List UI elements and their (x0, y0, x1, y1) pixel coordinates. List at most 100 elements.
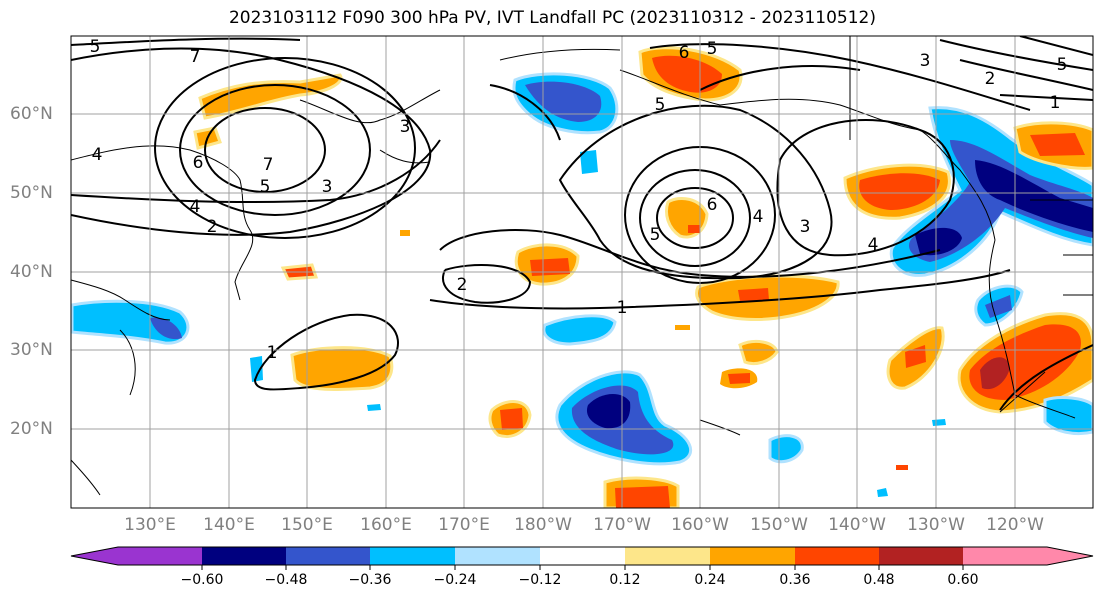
colorbar-tick-label: 0.48 (863, 572, 895, 588)
pv-positive-area (738, 288, 769, 301)
contour-label: 6 (707, 195, 718, 215)
contour-label: 4 (753, 207, 764, 227)
lon-label: 160°E (360, 515, 412, 535)
lon-label: 170°E (438, 515, 490, 535)
pv-positive-area (1030, 133, 1085, 156)
pv-positive-area (665, 197, 709, 239)
contour-label-group: 5 7 6 4 7 5 3 4 2 3 2 1 6 5 5 6 5 4 3 4 … (90, 37, 1068, 363)
contour-label: 5 (707, 39, 718, 59)
colorbar-tick-label: −0.36 (348, 572, 392, 588)
contour-label: 6 (679, 43, 690, 63)
colorbar-tick-label: 0.12 (609, 572, 641, 588)
pv-negative-area (367, 404, 381, 411)
pv-positive-area (675, 325, 690, 330)
contour-label: 5 (1057, 55, 1068, 75)
contour-label: 1 (267, 343, 278, 363)
colorbar-segment (202, 547, 287, 565)
colorbar-segment (795, 547, 880, 565)
lon-label: 150°W (750, 515, 808, 535)
pv-positive-area (980, 357, 1010, 390)
contour-label: 6 (193, 153, 204, 173)
pv-negative-area (975, 160, 1093, 232)
lat-label: 50°N (10, 183, 53, 203)
pv-negative-area (586, 394, 631, 429)
colorbar (70, 546, 1094, 570)
lon-label: 160°W (671, 515, 729, 535)
colorbar-extend-low (71, 547, 118, 565)
contour-label: 3 (920, 51, 931, 71)
colorbar-tick-label: 0.24 (694, 572, 726, 588)
colorbar-tick-label: −0.60 (180, 572, 224, 588)
colorbar-tick-label: 0.60 (947, 572, 979, 588)
pv-positive-area (500, 408, 523, 430)
colorbar-tick-label: −0.12 (518, 572, 562, 588)
gridlines (71, 36, 1093, 508)
lat-label: 20°N (10, 419, 53, 439)
pv-positive-area (290, 346, 394, 391)
lat-label: 30°N (10, 340, 53, 360)
pv-positive-area (198, 73, 343, 120)
contour-label: 3 (400, 117, 411, 137)
pv-positive-area (905, 345, 926, 368)
lon-label: 140°W (828, 515, 886, 535)
contour-label: 2 (985, 69, 996, 89)
pv-negative-area (768, 434, 804, 464)
lon-label: 180°W (514, 515, 572, 535)
contour-label: 3 (800, 217, 811, 237)
colorbar-segment (286, 547, 371, 565)
pv-negative-area (580, 150, 598, 174)
lon-label: 150°E (281, 515, 333, 535)
colorbar-segment (625, 547, 711, 565)
pv-contours (71, 36, 1093, 411)
lon-label: 120°W (986, 515, 1044, 535)
colorbar-segment (879, 547, 964, 565)
pv-negative-area (150, 317, 182, 340)
pv-shading (71, 46, 1093, 508)
pv-negative-area (525, 81, 602, 122)
contour-label: 5 (260, 177, 271, 197)
colorbar-segment (455, 547, 541, 565)
pv-positive-area (400, 230, 410, 236)
colorbar-segment (710, 547, 796, 565)
contour-label: 1 (1050, 93, 1061, 113)
colorbar-tick-label: 0.36 (779, 572, 811, 588)
contour-label: 5 (90, 37, 101, 57)
colorbar-segment (540, 547, 626, 565)
pv-negative-area (542, 314, 617, 346)
pv-positive-area (530, 258, 570, 276)
contour-label: 2 (207, 217, 218, 237)
contour-label: 4 (190, 197, 201, 217)
map-title: 2023103112 F090 300 hPa PV, IVT Landfall… (228, 8, 876, 28)
pv-positive-area (738, 340, 779, 366)
colorbar-segment (118, 547, 203, 565)
contour-label: 7 (263, 155, 274, 175)
pv-positive-area (896, 465, 908, 470)
contour-label: 2 (457, 275, 468, 295)
contour-label: 5 (655, 95, 666, 115)
pv-negative-area (915, 227, 962, 256)
contour-label: 4 (92, 145, 103, 165)
colorbar-outline (70, 546, 1094, 566)
pv-positive-area (859, 173, 940, 210)
map-frame (70, 35, 1094, 509)
contour-label: 3 (322, 177, 333, 197)
contour-label: 5 (650, 225, 661, 245)
pv-negative-area (932, 419, 946, 426)
pv-positive-area (688, 225, 700, 233)
pv-negative-area (877, 488, 888, 497)
lon-label: 130°E (124, 515, 176, 535)
lat-label: 40°N (10, 262, 53, 282)
lat-label: 60°N (10, 104, 53, 124)
colorbar-segment (370, 547, 456, 565)
contour-label: 7 (190, 47, 201, 67)
lon-label: 130°W (907, 515, 965, 535)
lon-label: 140°E (203, 515, 255, 535)
pv-negative-area (985, 295, 1012, 318)
pv-negative-area (250, 356, 263, 382)
pv-positive-area (615, 486, 670, 508)
contour-label: 4 (868, 235, 879, 255)
colorbar-tick-label: −0.24 (433, 572, 477, 588)
colorbar-tick-label: −0.48 (264, 572, 308, 588)
colorbar-segment (963, 547, 1048, 565)
